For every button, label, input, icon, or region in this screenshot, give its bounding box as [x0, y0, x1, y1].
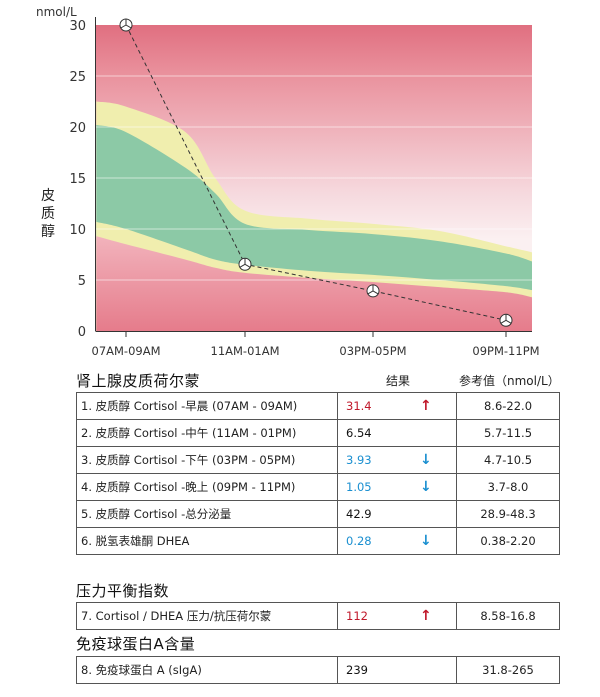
data-point-marker	[238, 257, 252, 271]
reference-range: 3.7-8.0	[456, 473, 560, 501]
table-row: 8. 免疫球蛋白 A (sIgA) 239 31.8-265	[76, 656, 560, 684]
adrenal-section-title: 肾上腺皮质荷尔蒙	[76, 372, 201, 390]
reference-range: 4.7-10.5	[456, 446, 560, 474]
reference-range: 0.38-2.20	[456, 527, 560, 555]
test-name: 8. 免疫球蛋白 A (sIgA)	[76, 656, 338, 684]
result-cell: 31.4 ↑	[337, 392, 457, 420]
result-cell: 3.93 ↓	[337, 446, 457, 474]
arrow-up-icon: ↑	[420, 608, 432, 624]
table-row: 2. 皮质醇 Cortisol -中午 (11AM - 01PM) 6.54 5.7…	[76, 419, 560, 447]
result-value: 1.05	[346, 480, 372, 494]
y-axis-label: 质	[41, 206, 55, 222]
reference-range: 5.7-11.5	[456, 419, 560, 447]
stress-section-title: 压力平衡指数	[76, 582, 170, 600]
result-cell: 6.54	[337, 419, 457, 447]
table-row: 3. 皮质醇 Cortisol -下午 (03PM - 05PM) 3.93 ↓ 4.…	[76, 446, 560, 474]
table-row: 1. 皮质醇 Cortisol -早晨 (07AM - 09AM) 31.4 ↑ 8.…	[76, 392, 560, 420]
y-axis-label: 醇	[41, 223, 55, 240]
table-row: 6. 脱氢表雄酮 DHEA 0.28 ↓ 0.38-2.20	[76, 527, 560, 555]
table-row: 7. Cortisol / DHEA 压力/抗压荷尔蒙 112 ↑ 8.58-16.8	[76, 602, 560, 630]
result-value: 42.9	[346, 507, 372, 521]
x-tick-label: 09PM-11PM	[472, 344, 539, 358]
result-cell: 239	[337, 656, 457, 684]
y-tick-label: 30	[69, 19, 86, 34]
data-point-marker	[366, 284, 380, 298]
x-tick-label: 07AM-09AM	[92, 344, 161, 358]
y-tick-label: 15	[69, 172, 86, 187]
arrow-down-icon: ↓	[420, 479, 432, 495]
table-row: 5. 皮质醇 Cortisol -总分泌量 42.9 28.9-48.3	[76, 500, 560, 528]
result-value: 239	[346, 663, 368, 677]
y-tick-label: 25	[69, 70, 86, 85]
data-point-marker	[499, 313, 513, 327]
stress-table: 7. Cortisol / DHEA 压力/抗压荷尔蒙 112 ↑ 8.58-16.8	[76, 602, 560, 630]
test-name: 7. Cortisol / DHEA 压力/抗压荷尔蒙	[76, 602, 338, 630]
cortisol-chart: nmol/L 0 5 10 15 20 25 30 皮质醇 07AM-09AM 11AM-01AM 0…	[36, 5, 540, 358]
x-tick-label: 03PM-05PM	[339, 344, 406, 358]
test-name: 4. 皮质醇 Cortisol -晚上 (09PM - 11PM)	[76, 473, 338, 501]
result-cell: 1.05 ↓	[337, 473, 457, 501]
adrenal-table: 1. 皮质醇 Cortisol -早晨 (07AM - 09AM) 31.4 ↑ 8.…	[76, 392, 560, 555]
immune-section-title: 免疫球蛋白A含量	[76, 635, 196, 653]
immune-table: 8. 免疫球蛋白 A (sIgA) 239 31.8-265	[76, 656, 560, 684]
test-name: 6. 脱氢表雄酮 DHEA	[76, 527, 338, 555]
y-tick-label: 20	[69, 121, 86, 136]
result-cell: 112 ↑	[337, 602, 457, 630]
reference-range: 28.9-48.3	[456, 500, 560, 528]
data-point-marker	[119, 18, 133, 32]
result-cell: 0.28 ↓	[337, 527, 457, 555]
result-value: 3.93	[346, 453, 372, 467]
table-row: 4. 皮质醇 Cortisol -晚上 (09PM - 11PM) 1.05 ↓ 3.…	[76, 473, 560, 501]
reference-range: 31.8-265	[456, 656, 560, 684]
reference-range: 8.6-22.0	[456, 392, 560, 420]
test-name: 3. 皮质醇 Cortisol -下午 (03PM - 05PM)	[76, 446, 338, 474]
test-name: 2. 皮质醇 Cortisol -中午 (11AM - 01PM)	[76, 419, 338, 447]
low-red-band	[96, 236, 532, 331]
result-value: 31.4	[346, 399, 372, 413]
arrow-up-icon: ↑	[420, 398, 432, 414]
result-cell: 42.9	[337, 500, 457, 528]
result-value: 112	[346, 609, 368, 623]
result-value: 6.54	[346, 426, 372, 440]
result-value: 0.28	[346, 534, 372, 548]
y-axis-label: 皮	[41, 188, 55, 204]
y-tick-label: 10	[69, 223, 86, 238]
arrow-down-icon: ↓	[420, 452, 432, 468]
x-tick-label: 11AM-01AM	[211, 344, 280, 358]
test-name: 1. 皮质醇 Cortisol -早晨 (07AM - 09AM)	[76, 392, 338, 420]
cortisol-series-line	[125, 24, 507, 321]
reference-range: 8.58-16.8	[456, 602, 560, 630]
test-name: 5. 皮质醇 Cortisol -总分泌量	[76, 500, 338, 528]
reference-column-header: 参考值（nmol/L）	[459, 374, 560, 388]
y-unit-label: nmol/L	[36, 5, 77, 19]
arrow-down-icon: ↓	[420, 533, 432, 549]
y-tick-label: 0	[78, 325, 86, 340]
y-tick-label: 5	[78, 274, 86, 289]
result-column-header: 结果	[386, 374, 411, 388]
